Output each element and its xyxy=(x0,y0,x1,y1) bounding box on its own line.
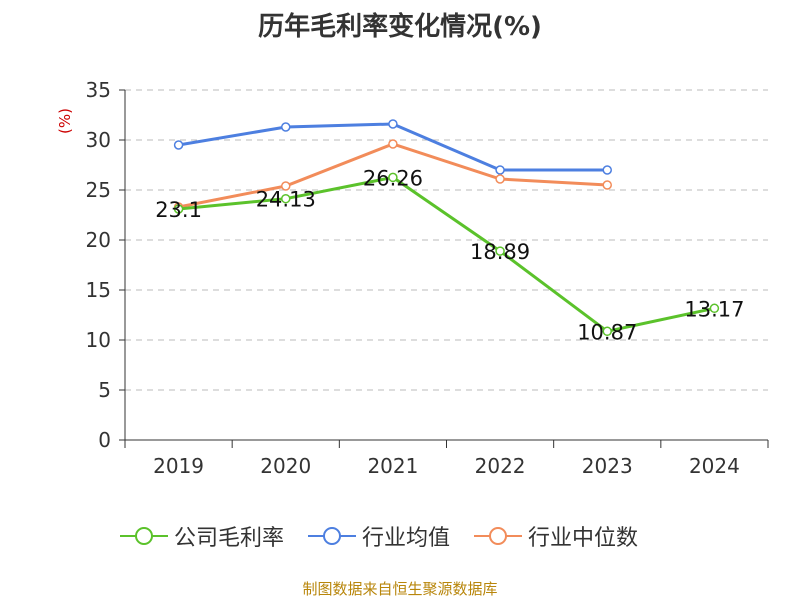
data-label: 26.26 xyxy=(363,166,423,190)
data-point-1 xyxy=(495,165,505,175)
x-tick-label: 2020 xyxy=(260,454,311,478)
y-tick-label: 20 xyxy=(86,228,111,252)
x-tick-label: 2019 xyxy=(153,454,204,478)
data-label: 10.87 xyxy=(577,320,637,344)
source-note: 制图数据来自恒生聚源数据库 xyxy=(302,580,498,598)
data-point-1 xyxy=(602,165,612,175)
series-line-0 xyxy=(178,175,715,333)
data-point-2 xyxy=(281,181,291,191)
legend-marker-company xyxy=(120,527,168,545)
data-label: 13.17 xyxy=(684,297,744,321)
data-point-2 xyxy=(388,139,398,149)
data-point-0 xyxy=(602,326,612,337)
x-tick-label: 2021 xyxy=(367,454,418,478)
data-point-1 xyxy=(388,119,398,129)
data-label: 24.13 xyxy=(256,188,316,212)
x-tick-label: 2024 xyxy=(689,454,740,478)
y-tick-label: 0 xyxy=(98,428,111,452)
legend: 公司毛利率 行业均值 行业中位数 xyxy=(120,520,638,552)
legend-label-industry-median: 行业中位数 xyxy=(528,526,639,551)
legend-label-industry-avg: 行业均值 xyxy=(362,526,451,551)
legend-item-industry-avg[interactable]: 行业均值 xyxy=(308,520,450,552)
data-point-2 xyxy=(495,174,505,184)
y-tick-label: 15 xyxy=(86,278,111,302)
legend-marker-industry-avg xyxy=(308,527,357,545)
data-point-0 xyxy=(709,303,720,314)
data-point-0 xyxy=(388,172,398,183)
legend-marker-industry-median xyxy=(474,527,523,545)
data-point-1 xyxy=(281,122,291,132)
y-tick-label: 5 xyxy=(98,378,111,402)
data-point-0 xyxy=(281,193,291,204)
data-label: 23.1 xyxy=(155,198,202,222)
data-point-1 xyxy=(173,140,184,150)
legend-item-company[interactable]: 公司毛利率 xyxy=(120,520,284,552)
x-tick-label: 2023 xyxy=(582,454,633,478)
legend-label-company: 公司毛利率 xyxy=(174,526,285,551)
x-tick-label: 2022 xyxy=(475,454,526,478)
y-tick-label: 30 xyxy=(86,128,111,152)
data-label: 18.89 xyxy=(470,240,530,264)
legend-item-industry-median[interactable]: 行业中位数 xyxy=(474,520,638,552)
y-tick-label: 10 xyxy=(86,328,111,352)
data-point-0 xyxy=(173,204,184,214)
data-point-0 xyxy=(495,246,505,256)
data-point-2 xyxy=(602,180,612,190)
y-tick-label: 25 xyxy=(86,178,111,202)
y-tick-label: 35 xyxy=(86,78,111,102)
chart-title: 历年毛利率变化情况(%) xyxy=(258,12,542,42)
